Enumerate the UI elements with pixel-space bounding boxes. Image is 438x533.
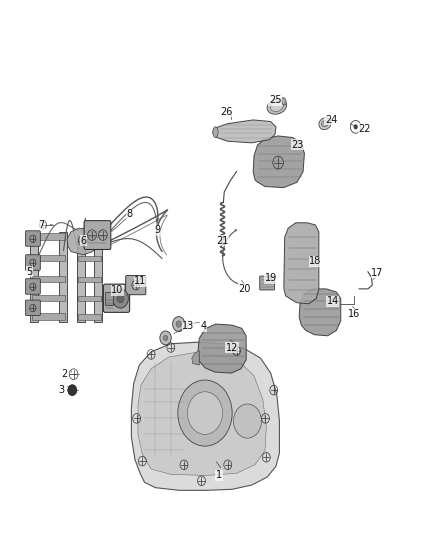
- Ellipse shape: [321, 120, 328, 127]
- Bar: [78, 236, 101, 241]
- Circle shape: [163, 335, 168, 341]
- Text: 26: 26: [221, 107, 233, 117]
- Ellipse shape: [282, 98, 286, 105]
- FancyBboxPatch shape: [103, 284, 130, 312]
- Bar: [78, 314, 101, 320]
- Polygon shape: [284, 223, 319, 304]
- Text: 22: 22: [358, 124, 371, 134]
- Bar: [78, 256, 101, 261]
- Circle shape: [353, 124, 358, 130]
- Circle shape: [160, 331, 171, 345]
- FancyBboxPatch shape: [25, 231, 40, 246]
- Text: 9: 9: [155, 225, 161, 235]
- Text: 13: 13: [182, 321, 194, 331]
- FancyBboxPatch shape: [25, 255, 40, 270]
- Polygon shape: [299, 289, 341, 336]
- Polygon shape: [138, 353, 266, 475]
- Polygon shape: [131, 342, 279, 490]
- Bar: [32, 233, 65, 240]
- Bar: [32, 276, 65, 282]
- Circle shape: [176, 321, 181, 327]
- Polygon shape: [192, 351, 199, 365]
- FancyBboxPatch shape: [126, 276, 146, 295]
- Text: 3: 3: [58, 385, 64, 395]
- Text: 17: 17: [371, 268, 384, 278]
- Ellipse shape: [270, 102, 283, 111]
- Ellipse shape: [213, 127, 218, 138]
- Text: 23: 23: [292, 140, 304, 150]
- Text: 10: 10: [111, 286, 124, 295]
- Text: 25: 25: [269, 95, 281, 105]
- Text: 24: 24: [325, 115, 337, 125]
- Bar: [30, 232, 38, 322]
- Text: 4: 4: [201, 321, 207, 331]
- Text: 21: 21: [216, 236, 229, 246]
- Text: 11: 11: [134, 277, 146, 286]
- Polygon shape: [253, 136, 304, 188]
- Text: 2: 2: [62, 369, 68, 379]
- Bar: [77, 235, 85, 322]
- FancyBboxPatch shape: [25, 300, 40, 316]
- Text: 6: 6: [80, 236, 86, 246]
- Bar: [78, 296, 101, 301]
- Bar: [32, 313, 65, 320]
- Circle shape: [233, 404, 261, 438]
- Ellipse shape: [319, 118, 331, 130]
- Text: 19: 19: [265, 273, 277, 283]
- Text: 5: 5: [27, 267, 33, 277]
- Text: 20: 20: [238, 284, 251, 294]
- Bar: [94, 235, 102, 322]
- FancyBboxPatch shape: [84, 221, 111, 249]
- Bar: [105, 292, 113, 305]
- Text: 16: 16: [348, 310, 360, 319]
- FancyBboxPatch shape: [260, 276, 275, 290]
- Text: 7: 7: [39, 220, 45, 230]
- FancyBboxPatch shape: [25, 279, 40, 294]
- Circle shape: [187, 392, 223, 434]
- Circle shape: [113, 289, 128, 308]
- Circle shape: [178, 380, 232, 446]
- Bar: [78, 277, 101, 282]
- Bar: [32, 295, 65, 301]
- Bar: [32, 255, 65, 261]
- Text: 1: 1: [216, 471, 222, 480]
- Text: 8: 8: [126, 209, 132, 219]
- Polygon shape: [67, 228, 97, 255]
- Circle shape: [173, 317, 185, 332]
- Polygon shape: [198, 324, 246, 373]
- Circle shape: [68, 385, 77, 395]
- Bar: [59, 232, 67, 322]
- Text: 14: 14: [327, 296, 339, 306]
- Text: 18: 18: [309, 256, 321, 266]
- Polygon shape: [213, 120, 276, 143]
- Ellipse shape: [267, 99, 286, 114]
- Circle shape: [117, 294, 124, 303]
- Text: 12: 12: [226, 343, 238, 352]
